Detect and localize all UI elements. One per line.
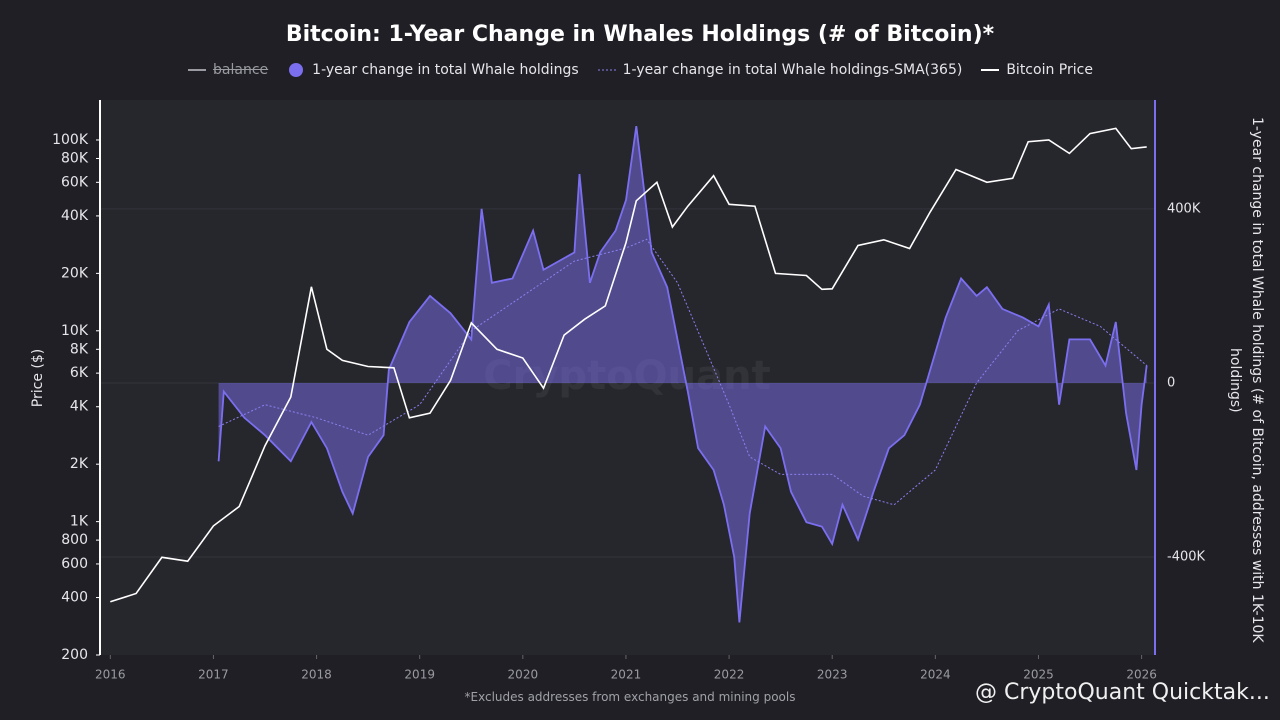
x-tick-label: 2026 [1126,668,1157,682]
legend-item[interactable]: 1-year change in total Whale holdings [286,62,579,78]
x-tick-label: 2025 [1023,668,1054,682]
x-tick-label: 2018 [301,668,332,682]
y-tick-label: 10K [61,323,89,339]
x-tick-label: 2017 [198,668,229,682]
x-tick-label: 2016 [95,668,126,682]
y2-tick-label: 0 [1167,375,1175,390]
x-tick-label: 2021 [611,668,642,682]
x-tick-label: 2023 [817,668,848,682]
area-fill [218,126,1147,623]
footnote: *Excludes addresses from exchanges and m… [464,690,796,704]
legend-swatch [597,69,616,71]
series-line [218,238,1148,506]
y-tick-label: 80K [61,150,89,166]
legend-swatch [188,69,207,71]
x-tick-label: 2019 [404,668,435,682]
legend: balance 1-year change in total Whale hold… [0,62,1280,78]
legend-marker [289,63,304,77]
x-tick-label: 2020 [508,668,539,682]
y-tick-label: 20K [61,265,89,281]
legend-label: balance [213,62,269,78]
legend-item[interactable]: Bitcoin Price [980,62,1093,78]
legend-label: 1-year change in total Whale holdings-SM… [622,62,963,78]
series-line [110,127,1147,603]
legend-label: Bitcoin Price [1006,62,1093,78]
y-tick-label: 800 [61,532,88,548]
y-tick-label: 400 [61,590,88,606]
y2-tick-label: 400K [1167,201,1201,216]
legend-swatch [981,69,1000,71]
credit: @ CryptoQuant Quicktak... [975,680,1270,705]
y-tick-label: 600 [61,556,88,572]
chart-title: Bitcoin: 1-Year Change in Whales Holding… [285,22,995,47]
area-line [217,125,1148,623]
y-tick-label: 4K [70,399,89,415]
legend-swatch [289,63,304,77]
y-tick-label: 200 [61,647,88,663]
x-tick-label: 2024 [920,668,951,682]
y-tick-label: 8K [70,341,89,357]
y-tick-label: 2K [70,456,89,472]
legend-item[interactable]: 1-year change in total Whale holdings-SM… [597,62,963,78]
y2-tick-label: -400K [1167,550,1206,565]
x-tick-label: 2022 [714,668,745,682]
y-tick-label: 60K [61,174,89,190]
y2-axis-label: 1-year change in total Whale holdings (#… [1227,117,1265,643]
legend-label: 1-year change in total Whale holdings [312,62,579,78]
legend-item[interactable]: balance [187,62,268,78]
y-axis-label: Price ($) [30,349,46,407]
y-tick-label: 6K [70,365,89,381]
y-tick-label: 100K [52,132,89,148]
y-tick-label: 40K [61,208,89,224]
y-tick-label: 1K [70,514,89,530]
